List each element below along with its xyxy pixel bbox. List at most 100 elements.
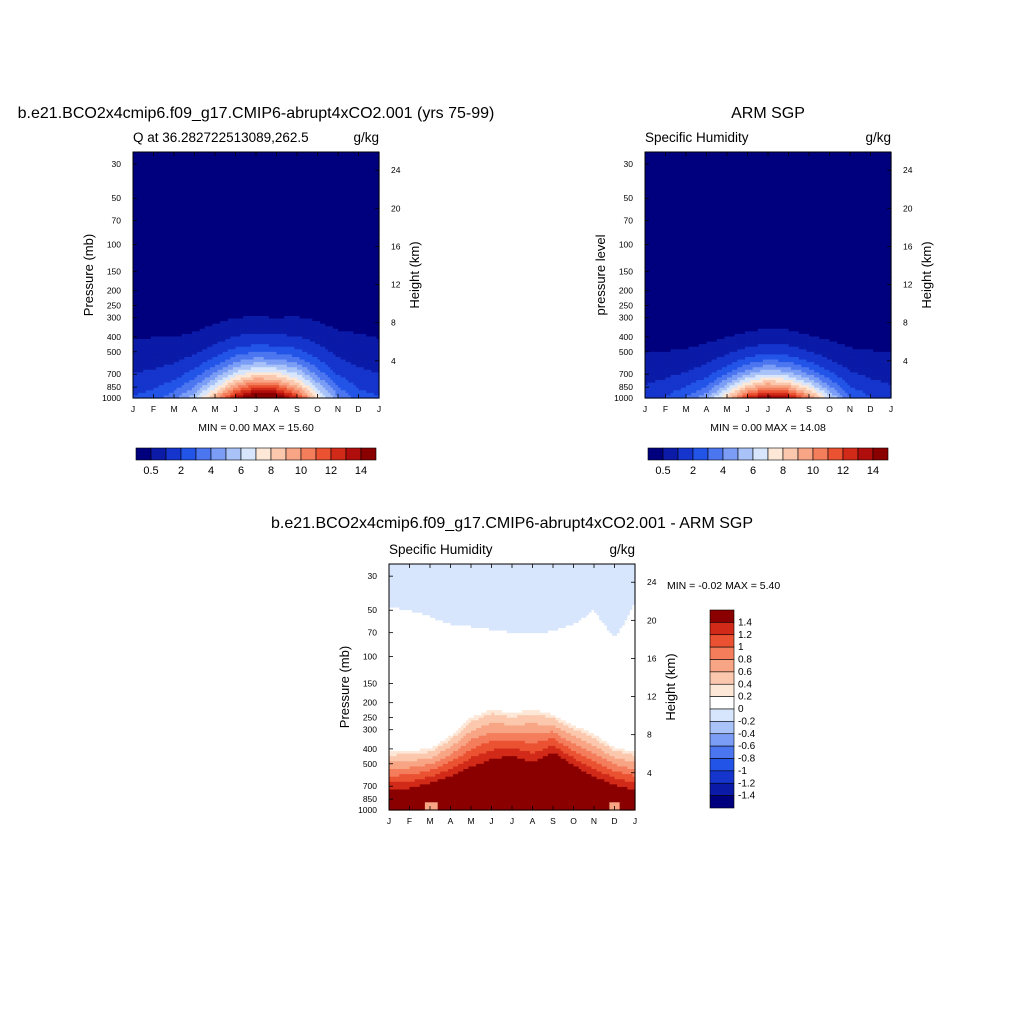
y-tick-label: 150: [619, 266, 633, 276]
y-tick-label: 850: [107, 382, 121, 392]
x-tick-label: J: [387, 816, 391, 826]
axes-layer: [132, 151, 892, 811]
height-tick-label: 24: [391, 165, 401, 175]
height-tick-label: 8: [647, 730, 652, 740]
y-axis-label: Pressure (mb): [337, 646, 352, 728]
panel-title: b.e21.BCO2x4cmip6.f09_g17.CMIP6-abrupt4x…: [271, 515, 753, 532]
y-tick-label: 50: [112, 193, 122, 203]
colorbar-swatch: [707, 447, 724, 461]
y-tick-label: 500: [107, 347, 121, 357]
x-tick-label: M: [682, 404, 689, 414]
colorbar-label: 2: [178, 465, 184, 477]
x-tick-label: N: [335, 404, 341, 414]
y-tick-label: 700: [363, 781, 377, 791]
colorbar-swatch: [812, 447, 829, 461]
colorbar-label: 0.8: [738, 655, 752, 666]
colorbar-swatch: [872, 447, 889, 461]
y-tick-label: 300: [619, 313, 633, 323]
colorbar-swatch: [709, 770, 735, 784]
y-tick-label: 70: [624, 216, 634, 226]
colorbar: [135, 447, 377, 461]
colorbar-swatch: [827, 447, 844, 461]
colorbar-label: 4: [208, 465, 214, 477]
colorbar-swatch: [360, 447, 377, 461]
y-tick-label: 850: [363, 794, 377, 804]
x-tick-label: A: [448, 816, 454, 826]
y-tick-label: 30: [624, 159, 634, 169]
y-tick-label: 70: [112, 216, 122, 226]
contour-field-model: [133, 152, 380, 399]
x-tick-label: D: [355, 404, 361, 414]
y-axis-label: pressure level: [593, 234, 608, 315]
x-tick-label: S: [294, 404, 300, 414]
colorbar-label: 12: [837, 465, 849, 477]
colorbar-swatch: [782, 447, 799, 461]
height-tick-label: 24: [903, 165, 913, 175]
x-tick-label: J: [131, 404, 135, 414]
x-tick-label: O: [314, 404, 321, 414]
panel-title: ARM SGP: [731, 105, 805, 122]
colorbar-label: 4: [720, 465, 726, 477]
colorbar-swatch: [135, 447, 152, 461]
colorbar-label: 14: [867, 465, 879, 477]
y-tick-label: 1000: [614, 393, 633, 403]
x-tick-label: A: [530, 816, 536, 826]
colorbar: [647, 447, 889, 461]
x-tick-label: J: [766, 404, 770, 414]
stats-label: MIN = 0.00 MAX = 14.08: [710, 422, 826, 434]
colorbar-swatch: [195, 447, 212, 461]
y-tick-label: 300: [363, 725, 377, 735]
colorbar-swatch: [767, 447, 784, 461]
x-tick-label: S: [550, 816, 556, 826]
colorbar-swatch: [709, 745, 735, 759]
x-tick-label: J: [510, 816, 514, 826]
x-tick-label: O: [570, 816, 577, 826]
x-tick-label: D: [611, 816, 617, 826]
y-tick-label: 250: [107, 301, 121, 311]
colorbar-swatch: [300, 447, 317, 461]
contour-field-diff: [389, 564, 636, 811]
height-tick-label: 16: [903, 241, 913, 251]
height-tick-label: 12: [903, 280, 913, 290]
y-tick-label: 400: [107, 332, 121, 342]
y-tick-label: 70: [368, 628, 378, 638]
contour-field-obs: [645, 152, 892, 399]
colorbar-swatch: [662, 447, 679, 461]
colorbar-label: 1.4: [738, 617, 752, 628]
colorbar-swatch: [225, 447, 242, 461]
x-tick-label: M: [211, 404, 218, 414]
colorbar-swatch: [709, 683, 735, 697]
colorbar-swatch: [709, 634, 735, 648]
y-tick-label: 100: [107, 239, 121, 249]
contour-layer: [133, 152, 892, 811]
y-tick-label: 30: [112, 159, 122, 169]
height-tick-label: 24: [647, 577, 657, 587]
colorbar-swatch: [345, 447, 362, 461]
colorbar-swatch: [210, 447, 227, 461]
colorbar-label: 8: [268, 465, 274, 477]
colorbar-swatch: [709, 659, 735, 673]
panel-units-label: g/kg: [609, 542, 635, 557]
y-tick-label: 50: [624, 193, 634, 203]
colorbar-swatch: [692, 447, 709, 461]
colorbar-swatch: [255, 447, 272, 461]
y-axis-right-label: Height (km): [919, 241, 934, 308]
y-tick-label: 150: [107, 266, 121, 276]
colorbar-label: -0.4: [738, 729, 756, 740]
colorbar-label: -1: [738, 766, 747, 777]
colorbar-label: 1: [738, 642, 744, 653]
colorbar-label: 10: [295, 465, 307, 477]
x-tick-label: S: [806, 404, 812, 414]
colorbar-swatch: [709, 758, 735, 772]
colorbar-swatch: [797, 447, 814, 461]
panel-left-label: Specific Humidity: [389, 542, 493, 557]
y-tick-label: 30: [368, 571, 378, 581]
colorbar-swatch: [709, 795, 735, 809]
y-tick-label: 200: [619, 286, 633, 296]
y-tick-label: 100: [619, 239, 633, 249]
height-tick-label: 4: [903, 356, 908, 366]
x-tick-label: J: [643, 404, 647, 414]
colorbar-swatch: [709, 609, 735, 623]
height-tick-label: 20: [903, 203, 913, 213]
colorbar-label: 0.5: [655, 465, 670, 477]
